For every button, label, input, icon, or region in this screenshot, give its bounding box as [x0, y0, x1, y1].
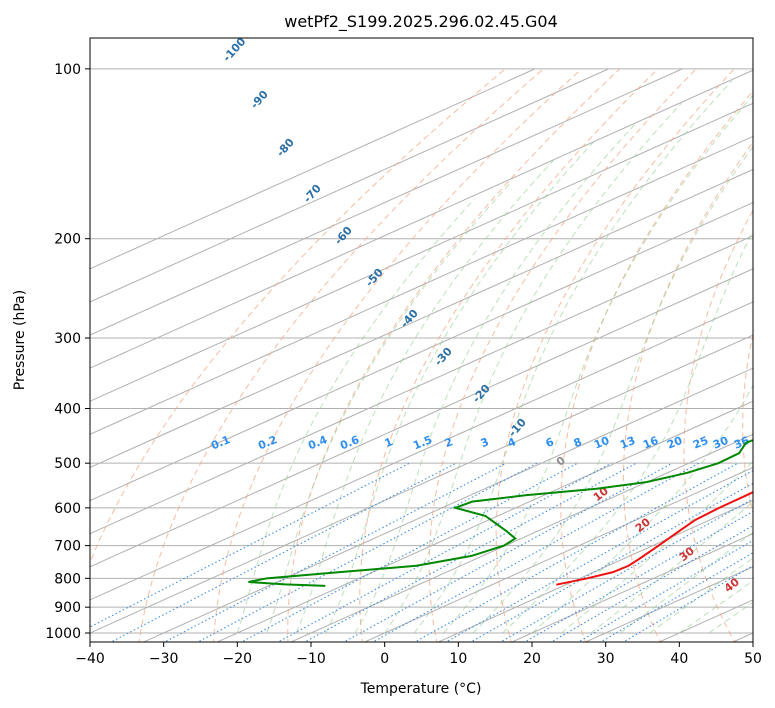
- y-tick-label: 300: [54, 331, 81, 347]
- x-tick-label: 0: [380, 651, 389, 667]
- mixing-ratio-line: [550, 525, 753, 642]
- isotherm-line: [437, 500, 753, 642]
- mixing-ratio-label: 13: [618, 434, 637, 452]
- mixing-ratio-line: [90, 462, 410, 628]
- y-tick-label: 100: [54, 62, 81, 78]
- mixing-ratio-line: [276, 462, 612, 642]
- mixing-ratio-line: [413, 462, 739, 642]
- plot-frame: [89, 37, 754, 643]
- y-tick-label: 400: [54, 402, 81, 418]
- isotherm-line: [363, 466, 753, 642]
- mixing-ratio-line: [303, 462, 637, 642]
- moist-adiabat-line: [590, 501, 753, 634]
- mixing-ratio-line: [342, 462, 673, 642]
- mixing-ratio-line: [577, 539, 753, 642]
- x-axis-label: Temperature (°C): [360, 681, 482, 697]
- temperature-profile-line: [556, 491, 753, 586]
- mixing-ratio-line: [196, 462, 538, 642]
- mixing-ratio-label: 8: [572, 435, 584, 450]
- isotherm-line: [90, 69, 753, 369]
- dry-adiabat-line: [742, 332, 753, 516]
- moist-adiabat-line: [295, 159, 555, 634]
- mixing-ratio-line: [469, 482, 753, 642]
- mixing-ratio-label: 10: [592, 434, 611, 452]
- x-tick-label: −10: [296, 651, 326, 667]
- dry-adiabat-line: [138, 68, 544, 642]
- isotherm-line: [90, 235, 753, 535]
- isotherm-line: [90, 68, 609, 303]
- background-lines: [90, 68, 753, 642]
- dry-adiabat-line: [213, 68, 582, 642]
- x-tick-label: 30: [597, 651, 615, 667]
- isotherm-line: [90, 102, 753, 402]
- moist-adiabat-line: [384, 102, 682, 634]
- moist-adiabat-line: [354, 123, 636, 634]
- y-tick-label: 500: [54, 456, 81, 472]
- moist-adiabat-line: [443, 94, 753, 634]
- y-tick-label: 800: [54, 571, 81, 587]
- isotherm-line: [90, 202, 753, 502]
- isotherm-line: [90, 168, 753, 469]
- mixing-ratio-line: [499, 498, 753, 642]
- mixing-ratio-label: 16: [641, 434, 660, 452]
- isotherm-line: [216, 400, 753, 642]
- dry-adiabat-line: [495, 68, 735, 642]
- y-tick-label: 900: [54, 600, 81, 616]
- moist-adiabat-line: [236, 198, 475, 634]
- dry-adiabat-line: [90, 68, 506, 564]
- moist-adiabat-line: [325, 142, 594, 634]
- plot-area: [90, 38, 753, 642]
- mixing-ratio-line: [109, 462, 457, 642]
- isotherm-line: [142, 367, 753, 642]
- x-tick-label: 50: [744, 651, 762, 667]
- x-tick-label: −30: [149, 651, 179, 667]
- mixing-ratio-label: 36: [732, 434, 751, 452]
- dry-adiabat-line: [287, 68, 621, 642]
- mixing-ratio-label: 2: [443, 435, 455, 450]
- isotherm-line: [90, 268, 753, 568]
- moist-adiabat-line: [472, 145, 753, 634]
- isotherm-line: [90, 68, 683, 336]
- y-tick-label: 700: [54, 539, 81, 555]
- mixing-ratio-label: 1: [383, 435, 395, 450]
- dry-adiabat-line: [359, 68, 659, 642]
- y-tick-label: 1000: [45, 626, 81, 642]
- y-tick-label: 600: [54, 501, 81, 517]
- sounding-profiles: [248, 439, 753, 587]
- y-tick-label: 200: [54, 232, 81, 248]
- mixing-ratio-label: 20: [665, 434, 684, 452]
- mixing-ratio-label: 25: [691, 434, 710, 452]
- moist-adiabat-line: [561, 460, 753, 634]
- x-tick-label: 40: [670, 651, 688, 667]
- mixing-ratio-line: [163, 462, 507, 642]
- mixing-ratio-label: 30: [711, 434, 730, 452]
- isotherm-line: [658, 599, 753, 642]
- y-axis: 100 200 300 400 500 600 700 800 900 1000: [45, 62, 90, 642]
- x-tick-label: −40: [75, 651, 105, 667]
- isotherm-line: [90, 301, 753, 601]
- dry-adiabat-line: [428, 68, 697, 642]
- isotherm-line: [90, 135, 753, 435]
- dry-adiabat-line: [683, 209, 753, 642]
- x-tick-label: −20: [223, 651, 253, 667]
- x-axis: −40 −30 −20 −10 0 10 20 30 40 50: [75, 642, 762, 667]
- mixing-ratio-line: [599, 552, 753, 642]
- chart-title: wetPf2_S199.2025.296.02.45.G04: [284, 12, 558, 32]
- mixing-ratio-line: [523, 510, 753, 642]
- mixing-ratio-label: 3: [479, 435, 491, 450]
- isotherm-line: [90, 334, 753, 634]
- moist-adiabat-line: [266, 183, 510, 634]
- x-tick-label: 20: [523, 651, 541, 667]
- y-axis-label: Pressure (hPa): [12, 290, 28, 390]
- moist-adiabat-line: [413, 80, 733, 634]
- moist-adiabat-line: [502, 229, 753, 634]
- dewpoint-profile-line: [248, 439, 753, 587]
- isotherm-line: [584, 566, 753, 642]
- x-tick-label: 10: [449, 651, 467, 667]
